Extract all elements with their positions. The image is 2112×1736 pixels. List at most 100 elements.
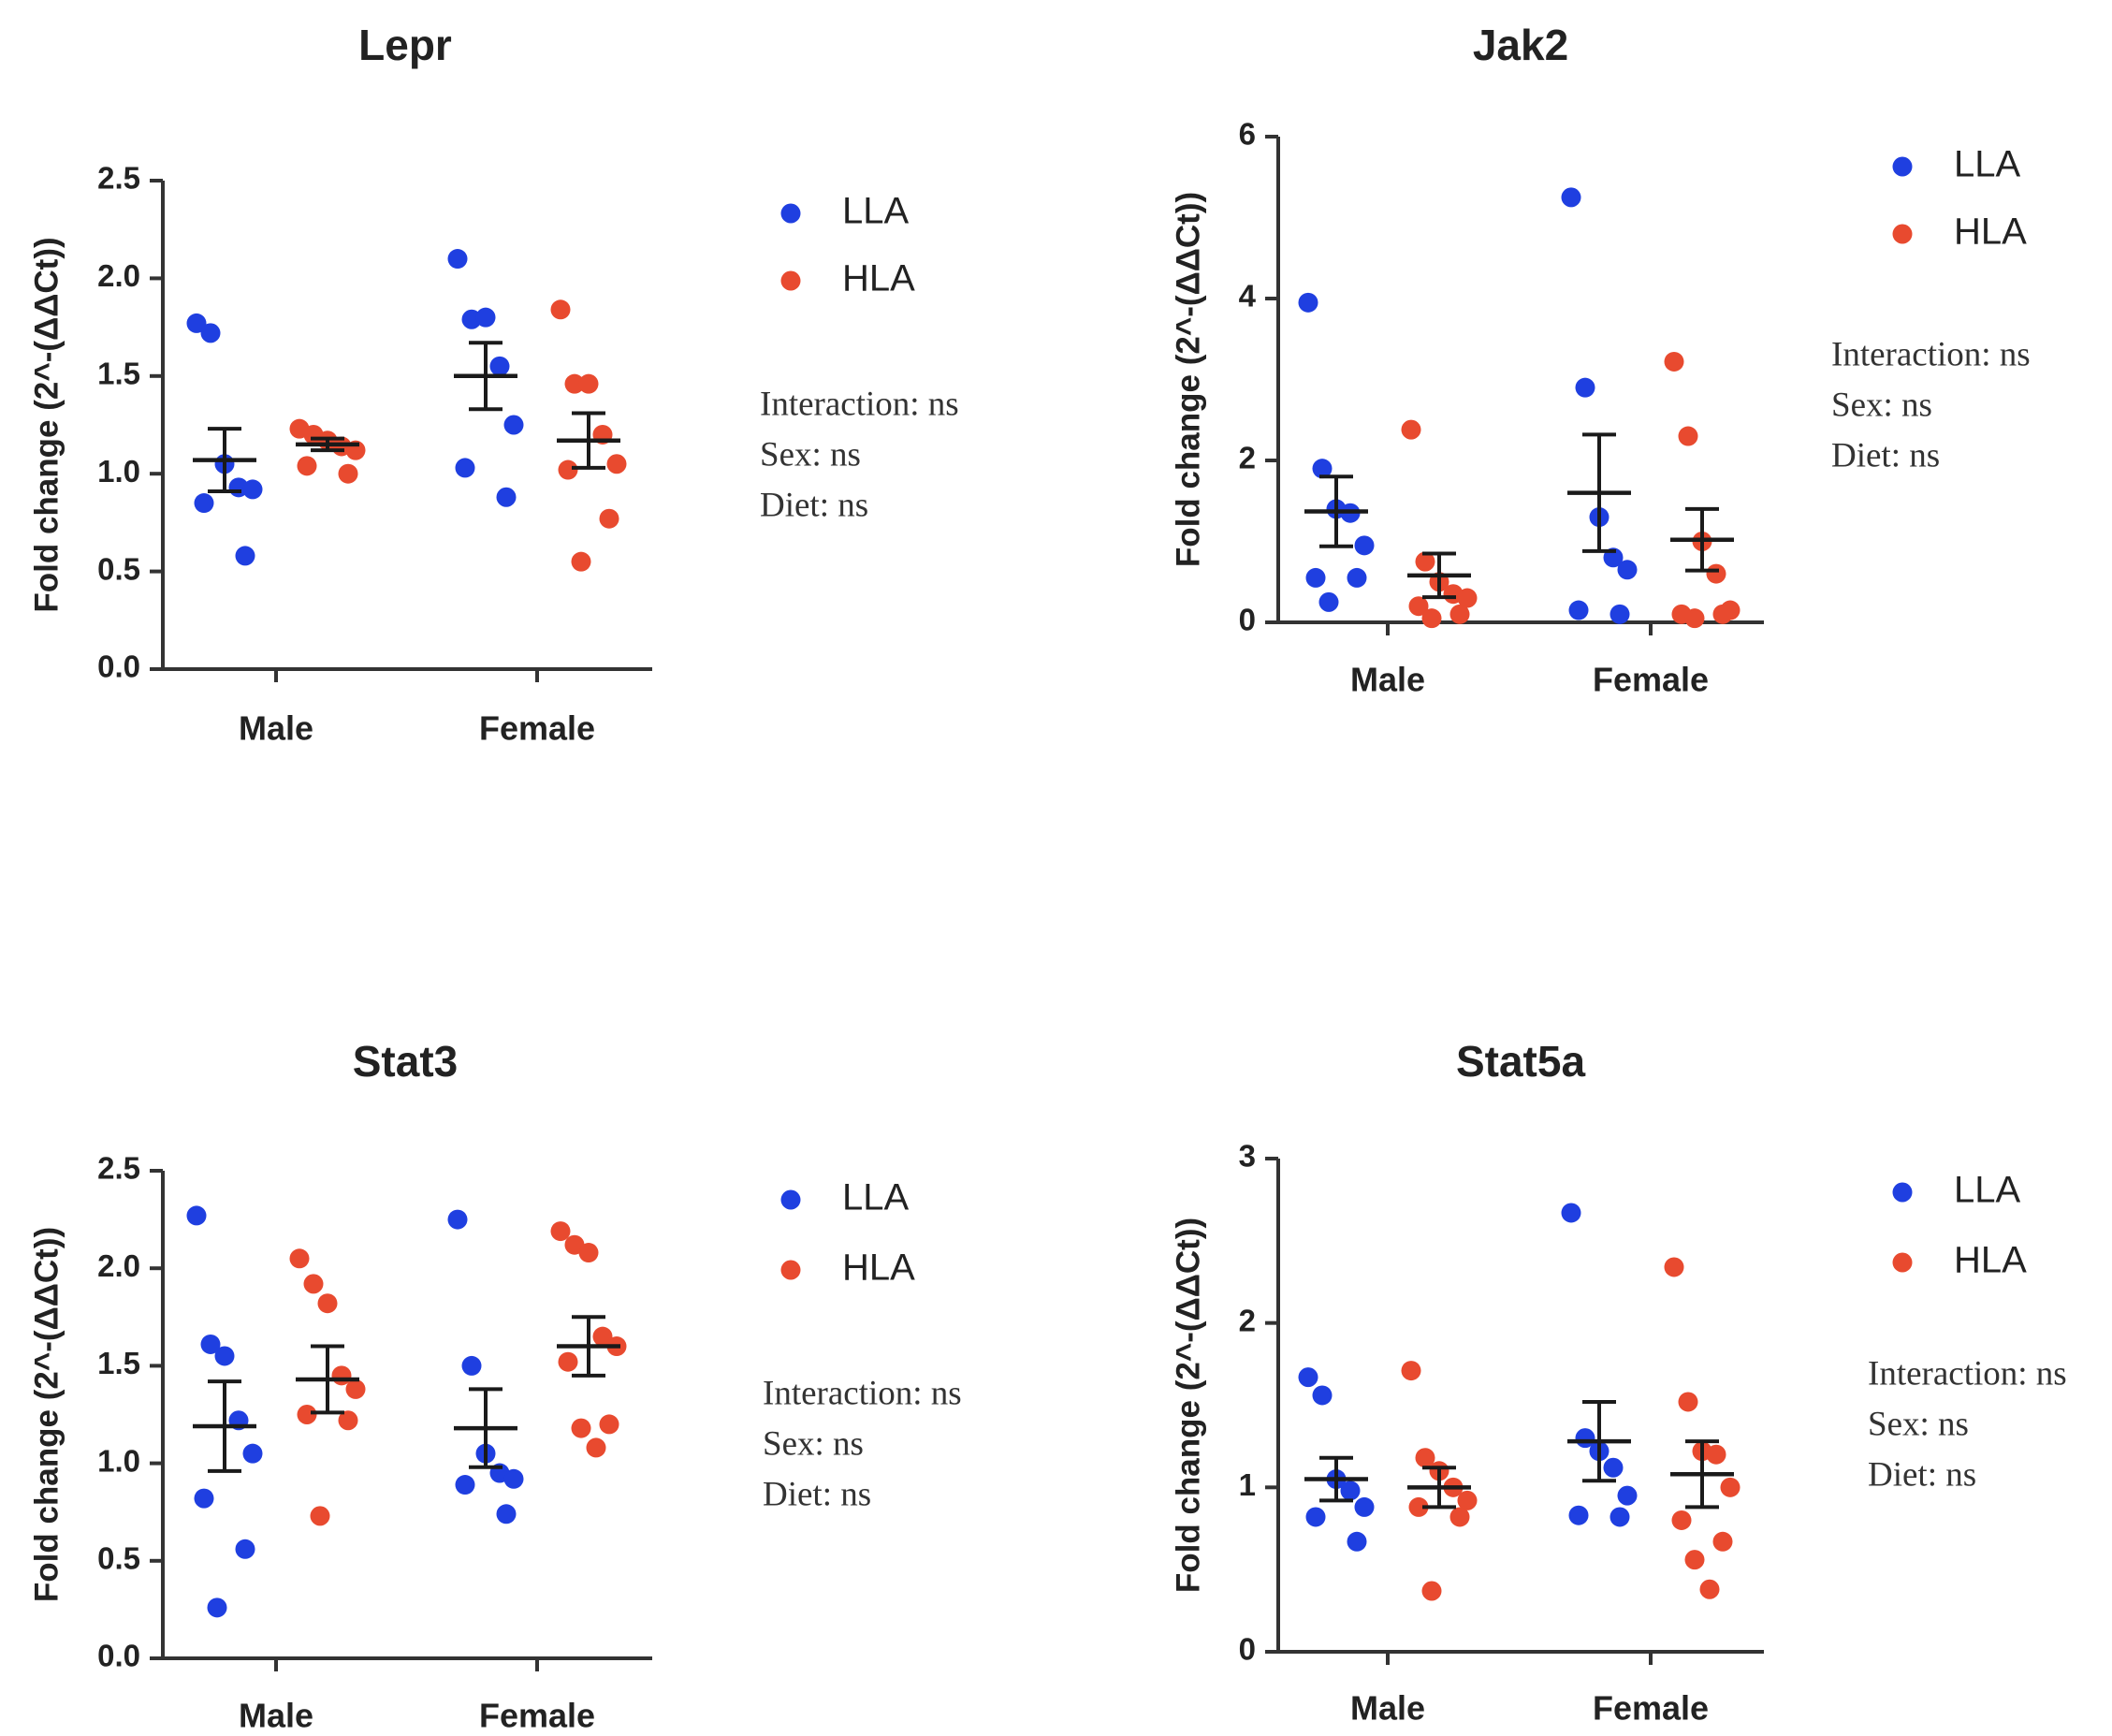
data-point-lla [496, 487, 517, 507]
data-point-hla [1408, 1496, 1429, 1517]
data-point-hla [1457, 1490, 1478, 1510]
data-point-hla [578, 373, 599, 394]
data-point-hla [338, 1410, 358, 1431]
legend-label-hla: HLA [1954, 1240, 2027, 1281]
data-point-lla [489, 356, 510, 376]
x-category-label: Female [479, 1697, 595, 1735]
y-tick-label: 0.5 [97, 551, 140, 586]
data-point-hla [1720, 1477, 1741, 1497]
stats-annotation: Sex: ns [1831, 386, 1932, 424]
data-point-lla [186, 313, 207, 333]
data-point-lla [1561, 1203, 1581, 1223]
y-tick-label: 0.0 [97, 649, 140, 684]
y-axis-label: Fold change (2^-(ΔΔCt)) [1170, 192, 1206, 567]
data-point-hla [571, 1418, 591, 1438]
data-point-lla [186, 1205, 207, 1226]
stats-annotation: Interaction: ns [1831, 335, 2031, 373]
y-tick-label: 6 [1239, 117, 1256, 152]
data-point-hla [289, 1248, 310, 1269]
data-point-lla [455, 1475, 475, 1495]
data-point-lla [242, 479, 263, 500]
data-point-lla [1354, 1496, 1375, 1517]
data-point-hla [1457, 588, 1478, 608]
y-axis-label: Fold change (2^-(ΔΔCt)) [28, 1227, 65, 1602]
legend-label-hla: HLA [1954, 212, 2027, 253]
legend-label-hla: HLA [842, 1247, 915, 1289]
data-point-hla [1684, 1550, 1705, 1570]
data-point-hla [564, 373, 585, 394]
data-point-hla [592, 1326, 613, 1347]
data-point-hla [558, 460, 578, 480]
data-point-hla [1678, 1392, 1698, 1412]
data-point-lla [235, 546, 255, 566]
panel-stat5a: Stat5a 0 1 2 3 Male Female Fold change (2^-(ΔΔC… [1170, 1037, 2066, 1727]
data-point-lla [1340, 1481, 1361, 1501]
x-category-label: Male [1350, 1689, 1425, 1728]
data-point-hla [1415, 1448, 1435, 1468]
data-point-lla [235, 1539, 255, 1559]
legend-label-lla: LLA [842, 1177, 909, 1218]
data-point-hla [558, 1351, 578, 1372]
stats-annotation: Interaction: ns [763, 1374, 962, 1412]
data-point-lla [1347, 567, 1367, 588]
y-tick-label: 0 [1239, 603, 1256, 637]
data-point-hla [310, 1506, 330, 1526]
x-category-label: Female [479, 709, 595, 748]
data-point-lla [242, 1443, 263, 1464]
stats-annotation: Diet: ns [760, 486, 868, 524]
data-point-lla [455, 458, 475, 478]
data-point-hla [1706, 563, 1726, 584]
data-point-hla [571, 551, 591, 572]
data-point-lla [1568, 600, 1589, 620]
y-tick-label: 2 [1239, 1303, 1256, 1337]
legend-marker-lla [780, 203, 801, 224]
chart-title: Stat5a [1456, 1037, 1585, 1086]
data-point-lla [1298, 292, 1318, 313]
data-point-lla [1312, 1385, 1333, 1406]
y-axis-label: Fold change (2^-(ΔΔCt)) [28, 237, 65, 612]
stats-annotation: Sex: ns [763, 1424, 864, 1463]
data-point-hla [1684, 608, 1705, 629]
data-point-lla [1312, 459, 1333, 479]
data-point-lla [194, 493, 214, 514]
data-point-lla [1568, 1505, 1589, 1525]
chart-title: Lepr [358, 21, 452, 69]
data-point-hla [606, 454, 627, 474]
data-point-lla [1603, 1457, 1624, 1478]
legend-marker-hla [1892, 1252, 1913, 1273]
x-category-label: Male [239, 1697, 313, 1735]
data-point-hla [1699, 1579, 1720, 1599]
data-point-hla [1671, 1510, 1692, 1530]
data-point-hla [1401, 1361, 1421, 1381]
data-point-hla [1706, 1444, 1726, 1465]
data-point-lla [447, 1209, 468, 1230]
data-point-lla [1609, 1507, 1630, 1527]
y-tick-label: 2.0 [97, 1248, 140, 1283]
panel-stat3: Stat3 0.0 0.5 1.0 1.5 2.0 2.5 Male Female Fold ch… [28, 1037, 961, 1734]
stats-annotation: Diet: ns [1868, 1455, 1976, 1494]
data-point-lla [461, 1355, 482, 1376]
data-point-lla [1354, 535, 1375, 556]
data-point-lla [1575, 377, 1595, 398]
stats-annotation: Sex: ns [760, 435, 861, 474]
data-point-hla [550, 1221, 571, 1242]
y-tick-label: 4 [1239, 279, 1257, 314]
data-point-hla [297, 1405, 317, 1424]
y-tick-label: 1.5 [97, 357, 140, 391]
stats-annotation: Diet: ns [763, 1475, 871, 1513]
data-point-hla [297, 456, 317, 476]
data-point-lla [1347, 1531, 1367, 1552]
x-category-label: Male [1350, 661, 1425, 699]
legend-label-lla: LLA [842, 191, 909, 232]
data-point-hla [331, 1365, 352, 1386]
chart-title: Jak2 [1473, 21, 1568, 69]
data-point-hla [599, 1414, 619, 1435]
data-point-hla [345, 1379, 366, 1399]
legend-marker-hla [1892, 224, 1913, 244]
legend-label-hla: HLA [842, 258, 915, 299]
legend-marker-lla [1892, 1182, 1913, 1203]
data-point-hla [1449, 1507, 1470, 1527]
x-category-label: Female [1593, 661, 1709, 699]
stats-annotation: Diet: ns [1831, 436, 1940, 474]
data-point-hla [317, 1293, 338, 1314]
